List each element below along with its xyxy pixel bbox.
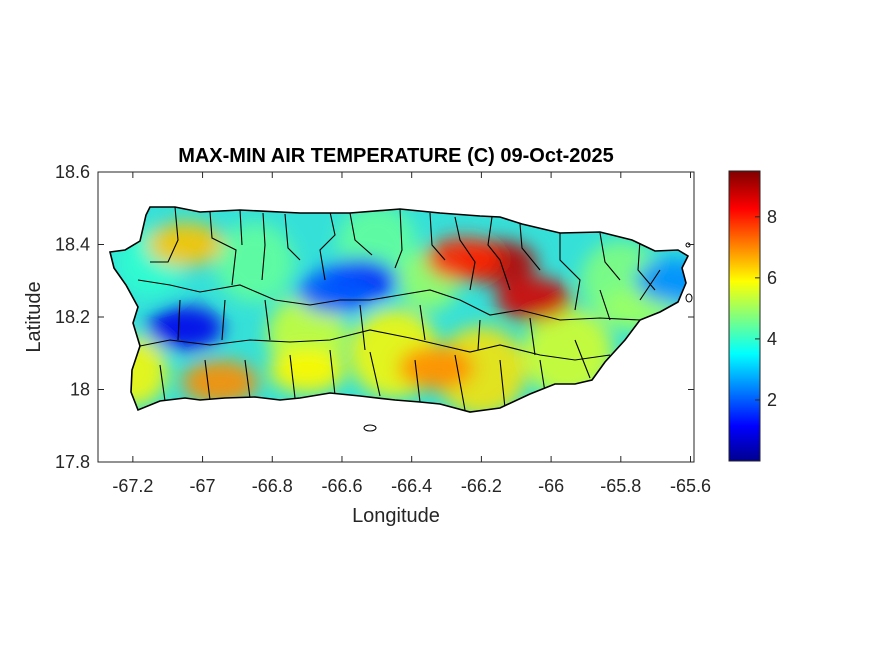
heatmap-field (523, 308, 614, 399)
municipality-border (204, 359, 211, 401)
islet (685, 293, 693, 303)
y-tick-label: 18 (70, 380, 90, 400)
islet (363, 424, 377, 432)
municipality-border (150, 207, 179, 263)
municipality-border (439, 344, 611, 361)
x-tick-label: -65.6 (670, 476, 711, 496)
municipality-border (159, 364, 166, 402)
x-tick-label: -66.6 (321, 476, 362, 496)
municipality-border (329, 349, 336, 396)
municipality-border (284, 213, 301, 261)
municipality-border (139, 329, 441, 347)
municipality-border (574, 339, 591, 379)
municipality-border (264, 299, 271, 341)
municipality-border (261, 212, 266, 281)
municipality-border (454, 354, 466, 411)
municipality-border (419, 304, 426, 341)
municipality-border (394, 208, 403, 269)
heatmap-field (214, 222, 295, 303)
heatmap-hotspot (398, 345, 475, 390)
y-tick-label: 18.2 (55, 307, 90, 327)
municipality-border (477, 319, 481, 351)
municipality-border (487, 216, 511, 291)
heatmap-hotspot (147, 222, 224, 267)
heatmap-hotspot (147, 305, 224, 350)
municipality-border (559, 233, 581, 311)
municipality-border (399, 289, 641, 321)
municipality-border (239, 209, 243, 246)
heatmap-hotspot (297, 269, 374, 314)
municipality-border (221, 299, 226, 341)
municipality-border (137, 279, 401, 306)
municipality-border (369, 351, 381, 397)
heatmap-hotspot (425, 237, 502, 281)
colorbar-tick-label: 6 (767, 268, 777, 288)
municipality-border (499, 359, 506, 409)
colorbar-ticks: 8 6 4 2 (755, 207, 777, 410)
municipality-border (639, 269, 661, 301)
x-axis-ticks: -67.2 -67 -66.8 -66.6 -66.4 -66.2 -66 -65.8 -65.… (112, 172, 711, 496)
heatmap-hotspot (181, 360, 258, 405)
colorbar-tick-label: 2 (767, 390, 777, 410)
municipality-border (359, 304, 366, 351)
y-axis-ticks: 18.6 18.4 18.2 18 17.8 (55, 162, 694, 472)
municipality-border (637, 239, 656, 291)
municipality-border (244, 359, 251, 399)
municipality-border (349, 212, 373, 256)
municipality-border (529, 317, 536, 356)
chart-title: MAX-MIN AIR TEMPERATURE (C) 09-Oct-2025 (178, 145, 614, 167)
x-tick-label: -66 (538, 476, 564, 496)
municipality-border (209, 211, 237, 286)
municipality-border (289, 354, 296, 399)
x-tick-label: -66.2 (461, 476, 502, 496)
municipality-border (414, 359, 421, 403)
heatmap-hotspot (495, 276, 572, 321)
municipality-border (177, 299, 181, 341)
y-tick-label: 18.6 (55, 162, 90, 182)
municipality-border (319, 211, 336, 281)
x-axis-label: Longitude (352, 505, 440, 527)
heatmap-hotspot (635, 258, 688, 303)
x-tick-label: -67 (190, 476, 216, 496)
municipality-border (599, 232, 621, 281)
municipality-border (539, 359, 546, 393)
x-tick-label: -66.8 (252, 476, 293, 496)
municipality-border (454, 216, 476, 291)
municipality-border (429, 212, 446, 261)
x-tick-label: -66.4 (391, 476, 432, 496)
colorbar-tick-label: 4 (767, 329, 777, 349)
y-axis-label: Latitude (23, 281, 45, 352)
x-tick-label: -67.2 (112, 476, 153, 496)
colorbar (728, 170, 761, 462)
municipality-borders (137, 207, 661, 411)
y-tick-label: 17.8 (55, 452, 90, 472)
municipality-border (599, 289, 611, 321)
x-tick-label: -65.8 (600, 476, 641, 496)
heatmap-hotspot (269, 349, 346, 394)
y-tick-label: 18.4 (55, 235, 90, 255)
colorbar-tick-label: 8 (767, 207, 777, 227)
municipality-border (519, 223, 541, 271)
